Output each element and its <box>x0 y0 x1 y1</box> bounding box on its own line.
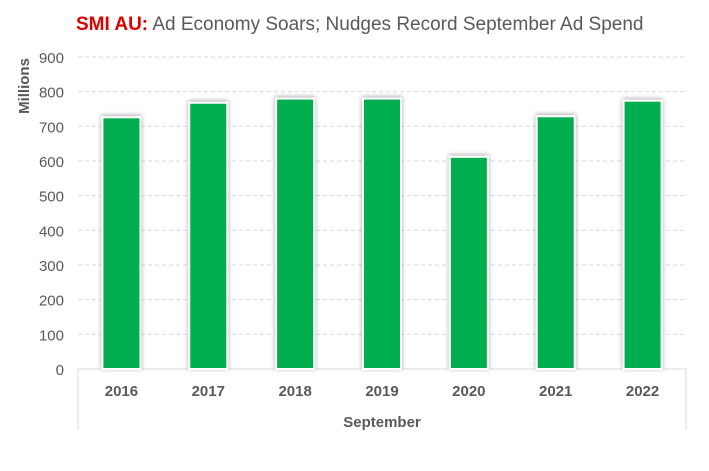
y-axis-title: Millions <box>16 58 33 114</box>
x-axis-title: September <box>343 414 421 431</box>
y-tick-label: 300 <box>39 258 64 275</box>
title-text: Ad Economy Soars; Nudges Record Septembe… <box>152 14 644 35</box>
bar-2019 <box>362 97 402 370</box>
y-tick-label: 500 <box>39 189 64 206</box>
y-tick-label: 900 <box>39 50 64 67</box>
y-tick-label: 400 <box>39 223 64 240</box>
x-tick-label: 2018 <box>278 383 311 400</box>
bar-2020 <box>448 155 489 370</box>
y-tick-label: 100 <box>39 327 64 344</box>
y-tick-label: 800 <box>39 85 64 102</box>
x-tick-label: 2022 <box>626 383 659 400</box>
bar-2016 <box>101 116 142 370</box>
y-tick-label: 0 <box>56 362 64 379</box>
y-tick-label: 200 <box>39 293 64 310</box>
bar-2022 <box>622 99 663 371</box>
x-tick-label: 2021 <box>539 383 572 400</box>
x-tick-label: 2019 <box>365 383 398 400</box>
title-prefix: SMI AU: <box>76 14 149 35</box>
y-tick-label: 700 <box>39 119 64 136</box>
x-tick-label: 2020 <box>452 383 485 400</box>
y-tick-label: 600 <box>39 154 64 171</box>
bar-2017 <box>188 101 229 370</box>
x-tick-label: 2017 <box>192 383 225 400</box>
bar-2018 <box>275 97 316 370</box>
bar-2021 <box>535 115 576 370</box>
chart-title: SMI AU: Ad Economy Soars; Nudges Record … <box>76 14 643 36</box>
x-tick-label: 2016 <box>105 383 138 400</box>
